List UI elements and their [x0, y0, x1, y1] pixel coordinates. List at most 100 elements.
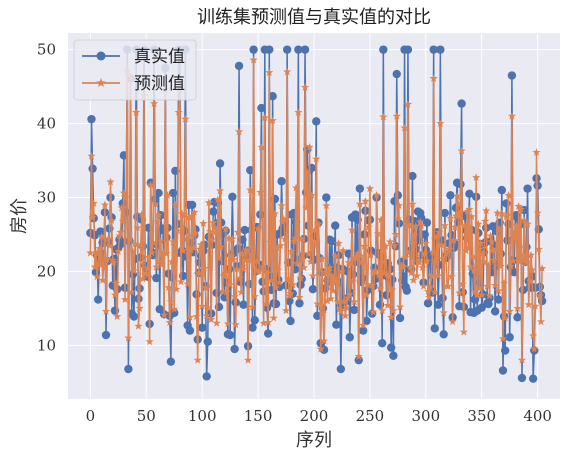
data-point-star: [110, 290, 120, 299]
data-point-star: [507, 111, 517, 120]
data-point-star: [248, 302, 257, 311]
data-point-star: [498, 334, 508, 343]
data-point: [239, 300, 248, 309]
data-point-star: [88, 213, 97, 221]
data-point-star: [214, 253, 224, 262]
data-point-star: [516, 205, 525, 213]
data-point-star: [454, 199, 463, 208]
data-point-star: [340, 296, 349, 305]
data-point-star: [277, 201, 286, 210]
data-point-star: [479, 257, 489, 266]
data-point-star: [210, 223, 219, 232]
data-point-star: [519, 250, 528, 259]
data-point-star: [494, 286, 503, 295]
data-point-star: [281, 306, 291, 315]
data-point-star: [465, 205, 474, 213]
data-point-star: [365, 184, 374, 193]
data-point: [402, 286, 412, 295]
data-point: [240, 225, 249, 235]
data-point-star: [113, 312, 122, 321]
data-point-star: [411, 222, 420, 230]
data-point-star: [362, 290, 371, 299]
data-point-star: [404, 221, 414, 230]
data-point-star: [238, 249, 247, 258]
data-point: [446, 191, 455, 200]
data-point-star: [103, 255, 112, 264]
data-point-star: [230, 292, 239, 301]
data-point-star: [349, 276, 358, 285]
data-point-star: [402, 247, 411, 255]
data-point: [170, 308, 179, 318]
data-point-star: [245, 256, 254, 264]
data-point-star: [107, 216, 116, 224]
data-point-star: [368, 281, 377, 289]
data-point-star: [292, 183, 301, 192]
data-point-star: [109, 258, 118, 267]
data-point-star: [446, 213, 455, 222]
data-point-star: [167, 257, 177, 266]
data-point-star: [474, 219, 483, 228]
data-point-star: [201, 283, 210, 292]
data-point-star: [504, 191, 513, 199]
data-point-star: [163, 191, 172, 199]
data-point-star: [298, 255, 307, 264]
data-point-star: [227, 251, 236, 260]
data-point-star: [304, 249, 313, 258]
data-point-star: [117, 203, 126, 212]
data-point-star: [196, 240, 206, 249]
data-point-star: [231, 320, 240, 329]
data-point-star: [521, 255, 530, 264]
data-point-star: [118, 216, 127, 225]
data-point-star: [455, 288, 464, 297]
data-point-star: [255, 267, 264, 275]
data-point: [168, 188, 178, 198]
data-point-star: [458, 279, 467, 288]
data-point-star: [345, 290, 354, 298]
data-point-star: [332, 277, 341, 286]
data-point-star: [217, 242, 226, 251]
data-point: [93, 295, 103, 304]
data-point-star: [170, 304, 179, 313]
data-point-star: [226, 280, 235, 289]
data-point-star: [124, 333, 133, 342]
data-point-star: [517, 355, 527, 364]
data-point-star: [190, 208, 199, 216]
data-point-star: [343, 293, 352, 302]
data-point-star: [322, 201, 331, 210]
data-point-star: [145, 337, 154, 346]
data-point-star: [429, 74, 438, 82]
data-point-star: [297, 234, 306, 243]
data-point-star: [274, 265, 283, 274]
data-point-star: [155, 256, 164, 265]
x-tick-label: 0: [86, 407, 96, 425]
data-point-star: [493, 208, 502, 217]
data-point-star: [466, 262, 475, 271]
x-tick-label: 150: [244, 407, 273, 425]
data-point-star: [421, 239, 430, 247]
data-point-star: [293, 259, 302, 267]
data-point: [331, 221, 340, 230]
data-point-star: [194, 268, 203, 277]
data-point-star: [371, 266, 380, 275]
data-point-star: [228, 234, 237, 243]
data-point-star: [469, 266, 478, 275]
data-point-star: [260, 113, 269, 122]
data-point-star: [489, 256, 499, 264]
data-point-star: [262, 269, 272, 278]
chart-title: 训练集预测值与真实值的对比: [197, 7, 431, 28]
data-point-star: [275, 278, 284, 287]
data-point-star: [171, 200, 180, 209]
data-point: [248, 323, 257, 332]
data-point-star: [337, 267, 347, 275]
data-point-star: [533, 208, 542, 217]
data-point: [203, 337, 212, 346]
data-point-star: [86, 248, 95, 257]
data-point-star: [105, 241, 114, 250]
data-point-star: [246, 185, 255, 194]
data-point-star: [342, 303, 351, 312]
data-point-star: [157, 260, 167, 269]
data-point-star: [258, 262, 267, 271]
data-point-star: [287, 247, 296, 255]
data-point-star: [497, 209, 506, 218]
data-point-star: [441, 249, 451, 258]
